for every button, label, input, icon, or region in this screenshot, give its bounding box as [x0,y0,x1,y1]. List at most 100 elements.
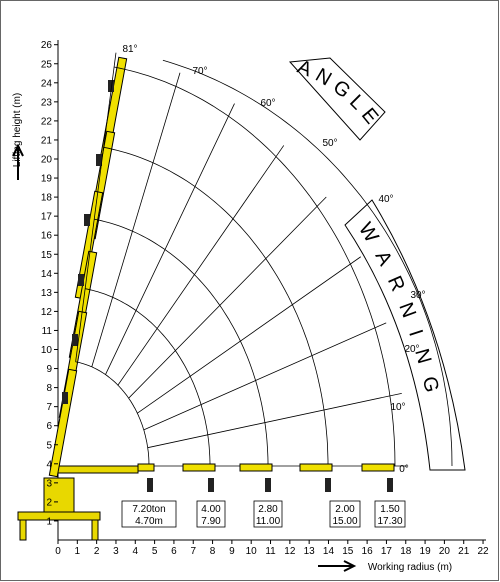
y-tick-label: 25 [41,59,53,70]
x-tick-label: 15 [342,546,354,557]
y-tick-label: 13 [41,288,53,299]
angle-label: 60° [260,98,275,109]
boom [49,369,77,477]
angle-label: 0° [399,464,409,475]
y-tick-label: 11 [42,326,53,337]
x-tick-label: 0 [55,546,61,557]
load-value: 2.80 [258,504,278,515]
y-tick-label: 9 [46,364,52,375]
load-box [196,500,226,528]
load-radius: 15.00 [332,516,357,527]
boom-tip [182,463,216,472]
load-value: 4.00 [201,504,221,515]
y-tick-label: 3 [46,478,52,489]
angle-label: 20° [404,344,419,355]
x-tick-label: 8 [210,546,216,557]
load-radius: 17.30 [377,516,402,527]
x-tick-label: 17 [381,546,393,557]
angle-line [117,145,285,386]
x-tick-label: 11 [265,546,276,557]
y-tick-label: 10 [41,345,53,356]
y-tick-label: 12 [41,307,53,318]
x-tick-label: 18 [400,546,412,557]
crane-base [17,56,139,541]
y-tick-label: 15 [41,250,53,261]
x-arrow [318,560,357,572]
angle-line [75,52,117,362]
angle-line [128,196,327,399]
x-tick-label: 4 [132,546,138,557]
hook [387,478,393,492]
outer-arc [162,59,453,467]
x-tick-label: 1 [75,546,81,557]
angle-line [147,392,402,449]
angle-label: 70° [192,66,207,77]
load-value: 1.50 [380,504,400,515]
y-tick-label: 17 [41,212,53,223]
boom-tip [137,463,155,472]
x-tick-label: 13 [304,546,316,557]
hook [208,478,214,492]
load-value: 2.00 [335,504,355,515]
load-box [329,500,361,528]
hook [265,478,271,492]
y-tick-label: 2 [46,497,52,508]
x-tick-label: 2 [94,546,100,557]
hook [96,154,102,166]
y-tick-label: 4 [46,459,52,470]
load-box [374,500,406,528]
boom-tip [299,463,333,472]
y-tick-label: 26 [41,40,53,51]
range-arc [103,146,329,466]
y-tick-label: 22 [41,116,53,127]
angle-label: 81° [122,44,137,55]
y-tick-label: 18 [41,193,53,204]
y-tick-label: 16 [41,231,53,242]
load-radius: 11.00 [256,516,281,527]
angle-label: 40° [378,194,393,205]
x-tick-label: 7 [190,546,196,557]
angle-label: 30° [410,290,425,301]
y-tick-label: 23 [41,97,53,108]
y-tick-label: 14 [41,269,53,280]
load-value: 7.20ton [132,504,165,515]
y-tick-label: 8 [46,383,52,394]
x-tick-label: 10 [246,546,258,557]
x-tick-label: 3 [113,546,119,557]
range-arc [75,361,150,466]
x-tick-label: 5 [152,546,158,557]
hook [147,478,153,492]
load-radius: 4.70m [135,516,163,527]
angle-line [143,322,387,431]
load-box [253,500,283,528]
x-tick-label: 12 [284,546,296,557]
range-arc [94,218,269,466]
x-axis-label: Working radius (m) [368,562,452,573]
y-arrow [12,143,24,180]
angle-box [288,57,386,141]
warning-box [344,199,466,471]
hook [72,334,78,346]
y-tick-label: 6 [46,421,52,432]
hook [78,274,84,286]
angle-label: 10° [390,402,405,413]
x-tick-label: 20 [439,546,451,557]
y-tick-label: 7 [46,402,52,413]
boom-tip [239,463,273,472]
y-axis-label: Lifting height (m) [12,93,23,167]
boom-tip [361,463,395,472]
angle-line [137,256,362,414]
y-tick-label: 24 [41,78,53,89]
angle-line [91,72,181,367]
x-tick-label: 9 [229,546,235,557]
y-tick-label: 19 [41,174,53,185]
x-tick-label: 16 [362,546,374,557]
hook [108,80,114,92]
hook [62,392,68,404]
y-tick-label: 21 [41,135,53,146]
range-arc [85,288,211,466]
x-tick-label: 14 [323,546,335,557]
hook [84,214,90,226]
x-tick-label: 6 [171,546,177,557]
